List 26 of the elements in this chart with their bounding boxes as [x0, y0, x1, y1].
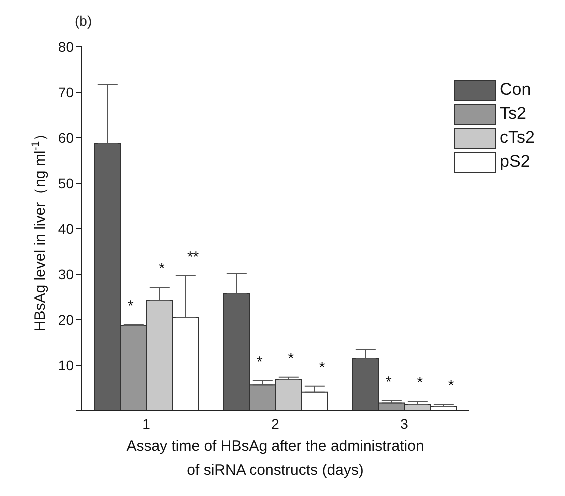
- y-tick-label: 60: [58, 130, 74, 146]
- legend-label: Con: [500, 80, 532, 99]
- annotation: *: [128, 298, 134, 316]
- annotation: *: [386, 374, 392, 391]
- chart-title: (b): [75, 13, 92, 29]
- annotation: *: [417, 374, 424, 392]
- y-tick-label: 50: [58, 175, 74, 192]
- y-tick-label: 70: [58, 84, 74, 100]
- legend-label: cTs2: [500, 128, 535, 147]
- y-tick-label: 40: [58, 220, 74, 237]
- annotation: *: [319, 359, 326, 376]
- y-tick-label: 10: [58, 357, 74, 374]
- x-tick-label: 2: [272, 416, 280, 432]
- annotation: *: [256, 354, 263, 371]
- annotation: *: [288, 350, 294, 368]
- legend-label: pS2: [500, 152, 530, 171]
- y-tick-label: 30: [58, 266, 74, 282]
- y-tick-label: 80: [58, 38, 74, 55]
- y-tick-label: 20: [58, 312, 74, 328]
- x-tick-label: 3: [400, 416, 409, 432]
- x-axis-title: Assay time of HBsAg after the administration of siRNA constructs (days): [126, 438, 424, 479]
- annotation: *: [159, 260, 166, 278]
- annotation: **: [187, 248, 200, 266]
- x-tick-label: 1: [142, 416, 151, 432]
- annotation: *: [448, 378, 454, 395]
- legend-label: Ts2: [500, 104, 526, 123]
